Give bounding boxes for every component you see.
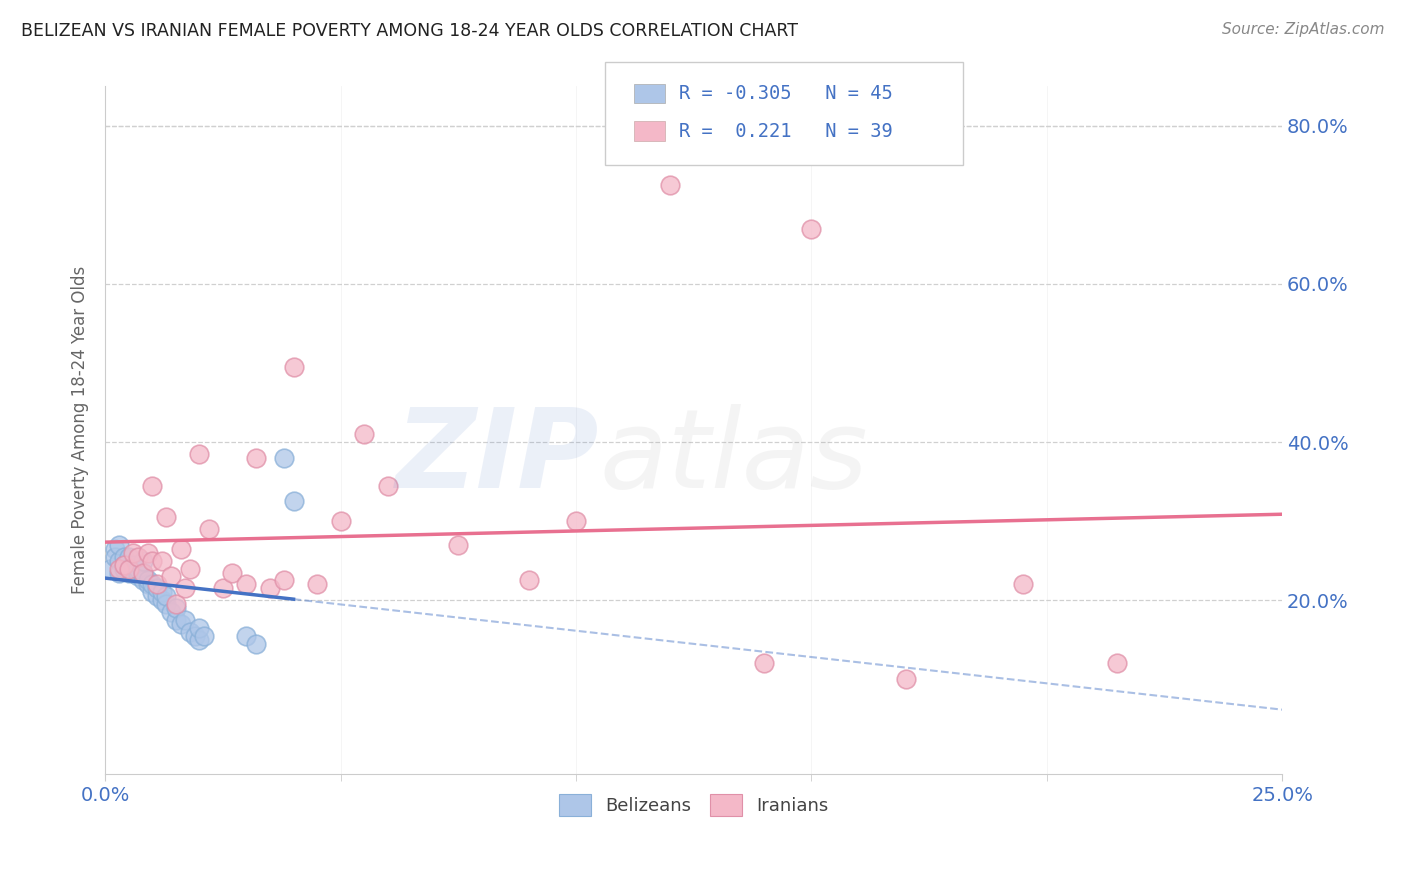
Point bbox=[146, 589, 169, 603]
Point bbox=[155, 510, 177, 524]
Point bbox=[183, 629, 205, 643]
Point bbox=[212, 582, 235, 596]
Point bbox=[659, 178, 682, 193]
Y-axis label: Female Poverty Among 18-24 Year Olds: Female Poverty Among 18-24 Year Olds bbox=[72, 266, 89, 594]
Point bbox=[136, 546, 159, 560]
Point bbox=[132, 566, 155, 580]
Point bbox=[136, 577, 159, 591]
Point bbox=[259, 582, 281, 596]
Point bbox=[174, 582, 197, 596]
Point bbox=[118, 561, 141, 575]
Legend: Belizeans, Iranians: Belizeans, Iranians bbox=[551, 787, 837, 823]
Point bbox=[353, 427, 375, 442]
Point bbox=[169, 541, 191, 556]
Point bbox=[179, 624, 201, 639]
Point bbox=[273, 574, 295, 588]
Point bbox=[127, 549, 149, 564]
Point bbox=[127, 561, 149, 575]
Text: R = -0.305   N = 45: R = -0.305 N = 45 bbox=[679, 84, 893, 103]
Point bbox=[108, 566, 131, 580]
Point bbox=[565, 514, 588, 528]
Point bbox=[118, 561, 141, 575]
Point bbox=[146, 577, 169, 591]
Point bbox=[112, 561, 135, 575]
Text: Source: ZipAtlas.com: Source: ZipAtlas.com bbox=[1222, 22, 1385, 37]
Point bbox=[754, 657, 776, 671]
Point bbox=[150, 585, 173, 599]
Point bbox=[127, 566, 149, 580]
Point bbox=[127, 569, 149, 583]
Point bbox=[165, 601, 187, 615]
Point bbox=[188, 632, 211, 647]
Point bbox=[141, 577, 163, 591]
Point bbox=[179, 561, 201, 575]
Point bbox=[122, 566, 145, 580]
Point bbox=[118, 549, 141, 564]
Point bbox=[155, 597, 177, 611]
Point bbox=[517, 574, 540, 588]
Point bbox=[122, 566, 145, 580]
Point bbox=[160, 605, 183, 619]
Point bbox=[132, 554, 155, 568]
Point bbox=[377, 478, 399, 492]
Text: ZIP: ZIP bbox=[396, 404, 599, 511]
Point bbox=[235, 629, 257, 643]
Point bbox=[197, 522, 219, 536]
Point bbox=[146, 582, 169, 596]
Point bbox=[329, 514, 352, 528]
Text: BELIZEAN VS IRANIAN FEMALE POVERTY AMONG 18-24 YEAR OLDS CORRELATION CHART: BELIZEAN VS IRANIAN FEMALE POVERTY AMONG… bbox=[21, 22, 799, 40]
Point bbox=[283, 494, 305, 508]
Point bbox=[122, 546, 145, 560]
Point bbox=[136, 574, 159, 588]
Point bbox=[108, 538, 131, 552]
Point bbox=[155, 589, 177, 603]
Point bbox=[307, 577, 329, 591]
Point bbox=[221, 566, 243, 580]
Point bbox=[169, 616, 191, 631]
Point bbox=[132, 566, 155, 580]
Point bbox=[174, 613, 197, 627]
Point bbox=[108, 561, 131, 575]
Point bbox=[235, 577, 257, 591]
Point bbox=[165, 613, 187, 627]
Point bbox=[104, 541, 127, 556]
Point bbox=[122, 558, 145, 572]
Point bbox=[245, 637, 267, 651]
Point bbox=[98, 561, 121, 575]
Point bbox=[283, 359, 305, 374]
Point bbox=[273, 450, 295, 465]
Point bbox=[165, 597, 187, 611]
Text: atlas: atlas bbox=[599, 404, 868, 511]
Point bbox=[141, 585, 163, 599]
Point bbox=[160, 569, 183, 583]
Point bbox=[447, 538, 470, 552]
Point bbox=[800, 221, 823, 235]
Point bbox=[141, 554, 163, 568]
Point bbox=[188, 447, 211, 461]
Point bbox=[112, 558, 135, 572]
Point bbox=[112, 549, 135, 564]
Point bbox=[108, 554, 131, 568]
Point bbox=[150, 554, 173, 568]
Point bbox=[141, 478, 163, 492]
Point bbox=[132, 574, 155, 588]
Point bbox=[188, 621, 211, 635]
Point bbox=[112, 558, 135, 572]
Point bbox=[118, 566, 141, 580]
Point bbox=[193, 629, 215, 643]
Point bbox=[104, 549, 127, 564]
Point bbox=[1012, 577, 1035, 591]
Point bbox=[150, 593, 173, 607]
Text: R =  0.221   N = 39: R = 0.221 N = 39 bbox=[679, 121, 893, 141]
Point bbox=[894, 673, 917, 687]
Point bbox=[1107, 657, 1129, 671]
Point bbox=[245, 450, 267, 465]
